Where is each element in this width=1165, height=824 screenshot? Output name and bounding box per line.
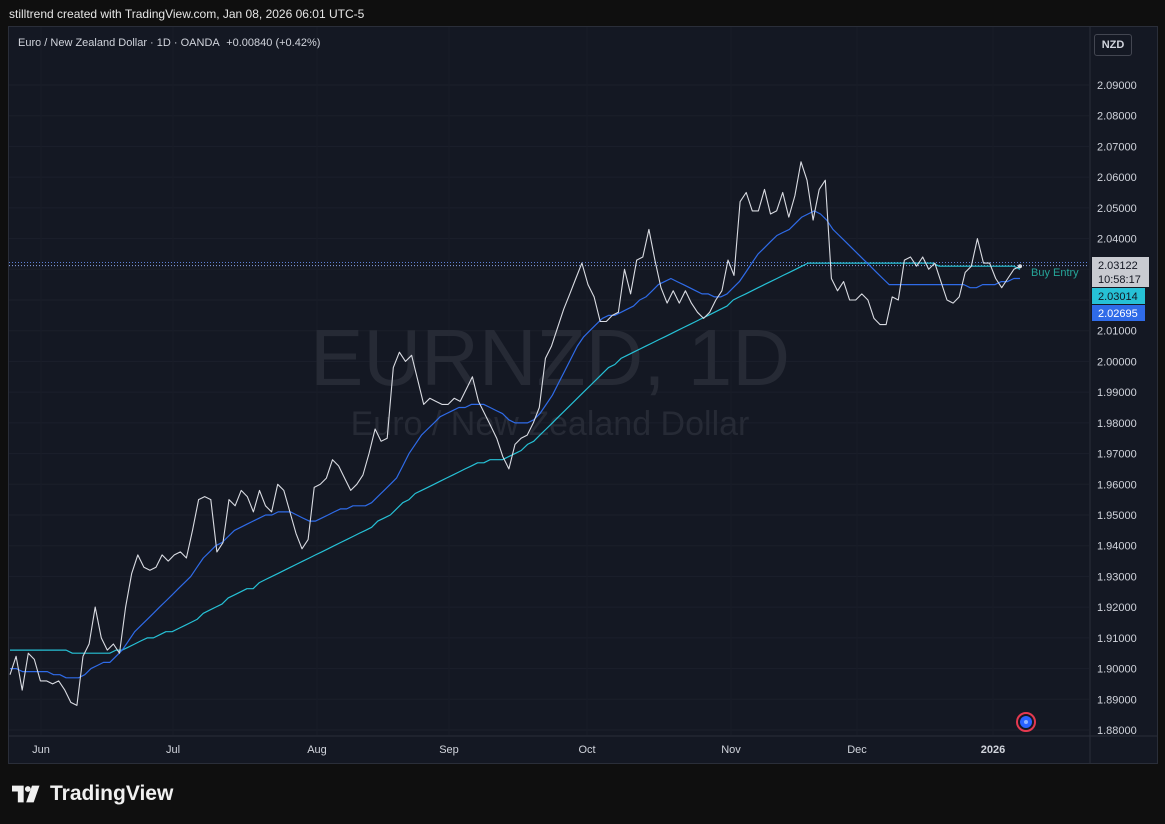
price-tick-label: 1.90000	[1097, 664, 1137, 676]
chart-panel[interactable]	[8, 26, 1158, 764]
symbol-header[interactable]: Euro / New Zealand Dollar · 1D · OANDA +…	[18, 37, 320, 49]
crosshair-target-icon[interactable]	[1016, 712, 1036, 732]
tradingview-logo-icon	[12, 785, 40, 803]
price-tick-label: 1.93000	[1097, 571, 1137, 583]
time-tick-label: Aug	[307, 744, 327, 756]
time-axis[interactable]: Jun Jul Aug Sep Oct Nov Dec 2026	[32, 744, 1005, 756]
price-tick-label: 1.99000	[1097, 387, 1137, 399]
price-tick-label: 1.91000	[1097, 633, 1137, 645]
price-line[interactable]	[9, 161, 1021, 706]
symbol-description: Euro / New Zealand Dollar · 1D · OANDA	[18, 37, 220, 49]
ema-fast-price-box	[1092, 305, 1145, 321]
series	[9, 161, 1022, 706]
price-tick-label: 2.09000	[1097, 80, 1137, 92]
time-tick-label: Jul	[166, 744, 180, 756]
price-tick-label: 2.06000	[1097, 172, 1137, 184]
price-tick-label: 2.04000	[1097, 234, 1137, 246]
ema-slow-price-label: 2.03014	[1098, 291, 1138, 303]
price-tick-label: 2.01000	[1097, 326, 1137, 338]
watermark-ticker: EURNZD, 1D	[310, 313, 790, 402]
ema-fast-price-label: 2.02695	[1098, 308, 1138, 320]
tradingview-logo[interactable]: TradingView	[12, 782, 173, 806]
price-tick-label: 2.00000	[1097, 356, 1137, 368]
price-tick-label: 1.97000	[1097, 449, 1137, 461]
time-tick-label: 2026	[981, 744, 1005, 756]
price-change: +0.00840 (+0.42%)	[226, 37, 321, 49]
last-price-box	[1092, 257, 1149, 287]
price-tick-label: 1.92000	[1097, 602, 1137, 614]
buy-entry-label[interactable]: Buy Entry	[1031, 267, 1079, 279]
price-tick-label: 1.95000	[1097, 510, 1137, 522]
price-axis[interactable]: 1.88000 1.89000 1.90000 1.91000 1.92000 1.930…	[1097, 80, 1137, 737]
last-price-label: 2.03122	[1098, 260, 1138, 272]
time-tick-label: Sep	[439, 744, 459, 756]
ema-slow-line[interactable]	[10, 262, 1021, 654]
price-tick-label: 1.96000	[1097, 479, 1137, 491]
ema-slow-price-box	[1092, 288, 1145, 304]
last-price-dot	[1018, 264, 1022, 269]
time-tick-label: Jun	[32, 744, 50, 756]
time-tick-label: Dec	[847, 744, 867, 756]
price-tick-label: 2.07000	[1097, 141, 1137, 153]
ema-fast-line[interactable]	[10, 210, 1020, 679]
price-tick-label: 1.98000	[1097, 418, 1137, 430]
grid	[9, 27, 1089, 735]
price-tick-label: 1.89000	[1097, 694, 1137, 706]
countdown-label: 10:58:17	[1098, 274, 1141, 286]
chart-credit: stilltrend created with TradingView.com,…	[9, 7, 365, 21]
price-tick-label: 2.08000	[1097, 111, 1137, 123]
time-tick-label: Nov	[721, 744, 741, 756]
brand-name: TradingView	[50, 782, 174, 805]
currency-button[interactable]: NZD	[1094, 34, 1132, 56]
price-tick-label: 1.94000	[1097, 541, 1137, 553]
price-tick-label: 2.05000	[1097, 203, 1137, 215]
price-tick-label: 1.88000	[1097, 725, 1137, 737]
watermark-name: Euro / New Zealand Dollar	[351, 405, 750, 443]
time-tick-label: Oct	[578, 744, 595, 756]
